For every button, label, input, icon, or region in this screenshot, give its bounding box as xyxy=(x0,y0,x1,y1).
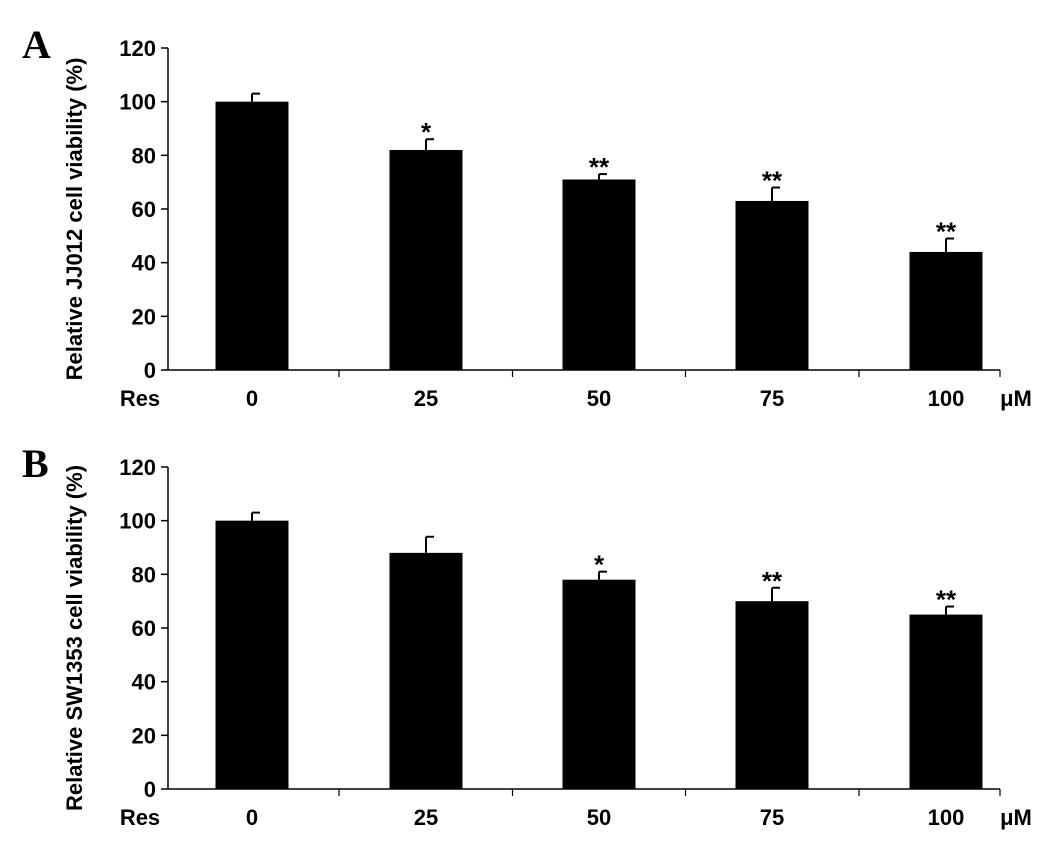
y-axis-title: Relative JJ012 cell viability (%) xyxy=(62,58,87,381)
significance-label: ** xyxy=(936,217,957,247)
panel-a: A 0 20 40 60 80 100 120 Relative JJ012 cell viab… xyxy=(22,22,1032,411)
x-axis-unit-label: μM xyxy=(1000,805,1032,830)
x-tick-label: 50 xyxy=(587,805,611,830)
significance-label: * xyxy=(421,117,432,147)
y-tick-label: 40 xyxy=(132,251,156,276)
x-tick-label: 75 xyxy=(760,805,784,830)
x-tick-label: 25 xyxy=(414,386,438,411)
significance-label: ** xyxy=(762,166,783,196)
x-tick-label: 50 xyxy=(587,386,611,411)
bar xyxy=(909,251,983,370)
x-tick-label: 25 xyxy=(414,805,438,830)
y-tick-label: 80 xyxy=(132,562,156,587)
panel-letter: A xyxy=(22,22,51,67)
bar xyxy=(215,520,289,789)
x-tick-label: 75 xyxy=(760,386,784,411)
y-tick-label: 0 xyxy=(144,777,156,802)
bar xyxy=(215,101,289,371)
y-tick-label: 120 xyxy=(119,36,156,61)
significance-label: * xyxy=(594,550,605,580)
bar xyxy=(735,200,809,370)
x-tick-label: 0 xyxy=(246,805,258,830)
y-tick-label: 100 xyxy=(119,90,156,115)
bar xyxy=(909,614,983,789)
y-axis-title: Relative SW1353 cell viability (%) xyxy=(62,465,87,811)
significance-label: ** xyxy=(589,152,610,182)
y-tick-label: 0 xyxy=(144,358,156,383)
bar xyxy=(389,552,463,789)
panel-b: B 0 20 40 60 80 100 120 Relative SW1353 cell via… xyxy=(22,441,1032,830)
significance-label: ** xyxy=(762,566,783,596)
y-tick-label: 20 xyxy=(132,304,156,329)
x-axis-prefix-label: Res xyxy=(120,805,160,830)
bar xyxy=(562,579,636,789)
x-axis-prefix-label: Res xyxy=(120,386,160,411)
y-tick-label: 60 xyxy=(132,197,156,222)
y-tick-label: 100 xyxy=(119,509,156,534)
bar xyxy=(389,149,463,370)
x-tick-label: 100 xyxy=(928,386,965,411)
panel-letter: B xyxy=(22,441,49,486)
y-tick-label: 60 xyxy=(132,616,156,641)
y-tick-label: 40 xyxy=(132,670,156,695)
bar xyxy=(735,601,809,789)
bar xyxy=(562,179,636,370)
y-tick-label: 120 xyxy=(119,455,156,480)
significance-label: ** xyxy=(936,585,957,615)
x-axis-unit-label: μM xyxy=(1000,386,1032,411)
x-tick-label: 100 xyxy=(928,805,965,830)
x-tick-label: 0 xyxy=(246,386,258,411)
y-tick-label: 20 xyxy=(132,723,156,748)
y-tick-label: 80 xyxy=(132,143,156,168)
